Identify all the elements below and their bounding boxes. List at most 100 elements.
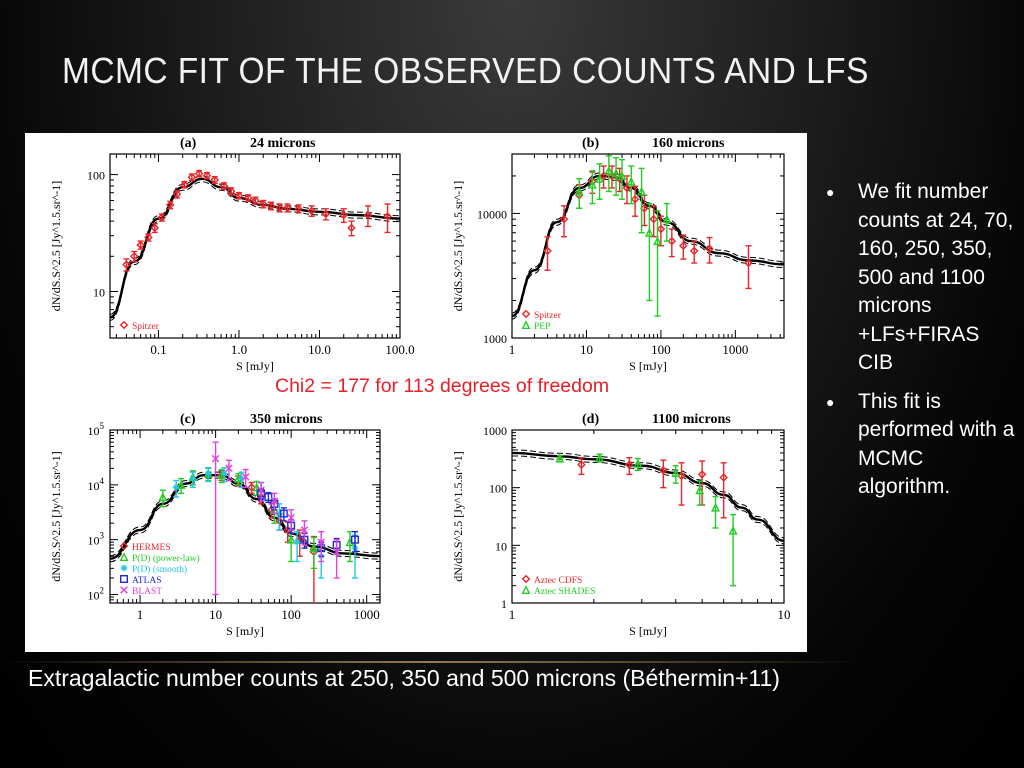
- data-point: [211, 454, 220, 463]
- data-point: [283, 203, 292, 213]
- data-point: [309, 543, 319, 553]
- data-point: [574, 186, 584, 196]
- data-point: [543, 246, 552, 256]
- y-tick-label: 104: [88, 476, 105, 493]
- data-point: [671, 468, 681, 477]
- data-point: [697, 470, 707, 479]
- plot-frame: [511, 429, 785, 604]
- y-tick-label: 10: [495, 539, 507, 553]
- legend-label: PEP: [534, 322, 550, 332]
- chart-panel-2: 1 10 100 1000 1000 10000 S [mJy] dN/dS.S^2.5 [J…: [451, 136, 785, 373]
- data-point: [243, 193, 253, 203]
- data-point: [659, 466, 668, 475]
- data-point: [667, 236, 677, 246]
- series: [555, 452, 738, 587]
- data-point: [332, 548, 341, 556]
- bullet-text: We fit number counts at 24, 70, 160, 250…: [858, 180, 1014, 374]
- x-tick-label: 100: [651, 342, 671, 357]
- data-point: [119, 575, 128, 584]
- data-point: [317, 538, 326, 546]
- model-curve: [512, 451, 784, 542]
- x-axis-label: S [mJy]: [629, 624, 667, 638]
- data-point: [187, 172, 197, 182]
- figure-svg: 0.1 1.0 10.0 100.0 10 100 S [mJy] dN/dS.S^2.5 […: [49, 136, 791, 638]
- data-point: [258, 199, 268, 209]
- x-tick-label: 1: [137, 607, 144, 622]
- bullet-text: This fit is performed with a MCMC algori…: [858, 389, 1015, 499]
- data-point: [266, 201, 276, 211]
- data-point: [238, 475, 245, 482]
- y-tick-label: 10000: [477, 207, 507, 221]
- data-point: [689, 246, 699, 256]
- y-tick-label: 105: [88, 421, 105, 438]
- y-tick-label: 1000: [483, 424, 507, 438]
- data-point: [677, 471, 686, 481]
- data-point: [287, 514, 295, 522]
- plot-area: [512, 155, 784, 320]
- data-point: [347, 223, 356, 233]
- data-point: [119, 552, 129, 561]
- data-point: [383, 211, 392, 221]
- panel-label: (d): [582, 412, 599, 427]
- data-point: [363, 210, 373, 220]
- panel-label: (b): [582, 136, 599, 151]
- data-point: [321, 209, 331, 219]
- data-point: [617, 171, 627, 180]
- panel-title: 350 microns: [250, 412, 323, 427]
- data-point: [626, 176, 636, 186]
- data-point: [622, 183, 632, 193]
- model-curve-dashed: [512, 455, 784, 545]
- legend-label: ATLAS: [132, 576, 162, 586]
- bullet-dot-icon: ●: [826, 184, 835, 200]
- data-point: [656, 224, 666, 234]
- data-point: [122, 260, 131, 269]
- figure-panel: 0.1 1.0 10.0 100.0 10 100 S [mJy] dN/dS.S^2.5 […: [25, 133, 807, 652]
- x-tick-label: 10: [209, 607, 222, 622]
- series: [211, 441, 341, 596]
- data-point: [176, 479, 186, 489]
- data-point: [630, 194, 640, 204]
- plot-area: [512, 449, 784, 587]
- bullet-item: ● This fit is performed with a MCMC algo…: [826, 388, 1016, 502]
- data-point: [649, 214, 658, 224]
- data-point: [247, 483, 256, 492]
- y-axis-label: dN/dS.S^2.5 [Jy^1.5.sr^-1]: [49, 181, 63, 312]
- y-tick-label: 103: [88, 531, 105, 548]
- slide-title: MCMC FIT OF THE OBSERVED COUNTS AND LFS: [62, 50, 869, 91]
- model-curve-dashed: [110, 181, 400, 321]
- data-point: [150, 223, 160, 233]
- data-point: [234, 191, 244, 200]
- legend-label: Aztec SHADES: [534, 587, 595, 597]
- chart-panel-4: 1 10 1 10 100 1000 S [mJy] dN/dS.S^2.5 [Jy^1.5.…: [451, 412, 791, 638]
- y-axis-label: dN/dS.S^2.5 [Jy^1.5.sr^-1]: [49, 451, 63, 582]
- x-tick-label: 10.0: [308, 342, 331, 357]
- data-point: [173, 484, 179, 491]
- data-point: [521, 320, 531, 330]
- bullet-list: ● We fit number counts at 24, 70, 160, 2…: [826, 178, 1016, 512]
- data-point: [202, 171, 212, 180]
- data-point: [611, 168, 621, 178]
- data-point: [221, 470, 227, 477]
- data-point: [225, 464, 233, 473]
- y-tick-label: 100: [87, 169, 105, 183]
- x-tick-label: 1.0: [231, 342, 247, 357]
- data-point: [662, 214, 672, 224]
- panel-title: 1100 microns: [652, 412, 731, 427]
- data-point: [157, 213, 167, 222]
- y-axis-label: dN/dS.S^2.5 [Jy^1.5.sr^-1]: [451, 451, 465, 582]
- chart-panel-1: 0.1 1.0 10.0 100.0 10 100 S [mJy] dN/dS.S^2.5 […: [49, 136, 415, 373]
- bullet-item: ● We fit number counts at 24, 70, 160, 2…: [826, 178, 1016, 378]
- panel-title: 160 microns: [652, 136, 725, 151]
- x-tick-label: 0.1: [150, 342, 166, 357]
- y-tick-label: 1: [501, 597, 507, 611]
- panel-label: (a): [180, 136, 197, 151]
- data-point: [194, 169, 204, 178]
- plot-area: [110, 441, 380, 603]
- caption-divider: [0, 661, 860, 663]
- data-point: [241, 473, 250, 481]
- data-point: [226, 186, 236, 196]
- data-point: [587, 179, 597, 189]
- model-curve-dashed: [512, 178, 784, 320]
- x-tick-label: 1000: [722, 342, 748, 357]
- fit-annotation: Chi2 = 177 for 113 degrees of freedom: [275, 375, 609, 397]
